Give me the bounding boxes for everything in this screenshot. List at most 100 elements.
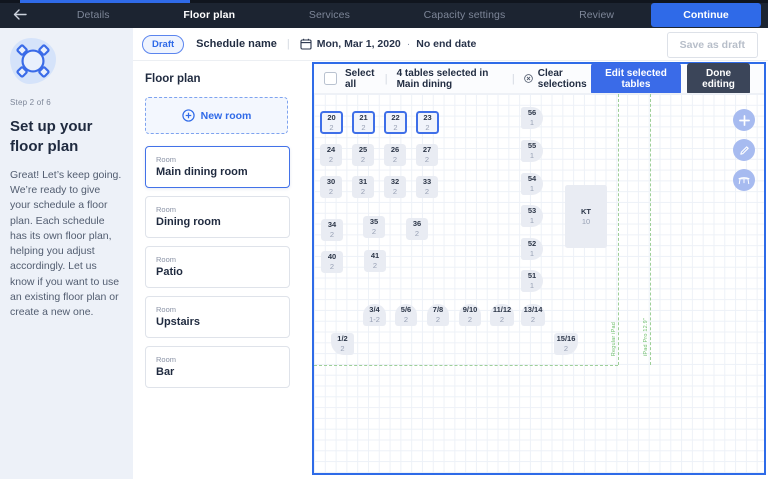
continue-button[interactable]: Continue xyxy=(651,3,761,27)
table-55[interactable]: 55 1 xyxy=(521,140,543,162)
device-guide-line xyxy=(618,94,619,365)
room-tag: Room xyxy=(156,255,177,264)
table-52[interactable]: 52 1 xyxy=(521,238,543,260)
table-30[interactable]: 30 2 xyxy=(320,176,342,198)
table-23[interactable]: 23 2 xyxy=(416,111,439,134)
room-card-dining-room[interactable]: Room Dining room xyxy=(145,196,290,238)
page-title: Set up your floor plan xyxy=(10,118,93,155)
table-number: 23 xyxy=(423,112,432,122)
room-name: Main dining room xyxy=(156,166,248,178)
dot-separator: · xyxy=(406,38,411,50)
table-27[interactable]: 27 2 xyxy=(416,144,438,166)
table-seats: 2 xyxy=(371,227,377,236)
room-name: Bar xyxy=(156,366,175,378)
pencil-icon xyxy=(739,145,749,155)
table-54[interactable]: 54 1 xyxy=(521,173,543,195)
table-40[interactable]: 40 2 xyxy=(321,251,343,273)
table-seats: 2 xyxy=(392,155,398,164)
nav-step-details[interactable]: Details xyxy=(76,9,110,21)
table-25[interactable]: 25 2 xyxy=(352,144,374,166)
room-list: Room Main dining room Room Dining room R… xyxy=(145,146,301,388)
table-3-4[interactable]: 3/4 1-2 xyxy=(363,304,386,326)
device-guide-line xyxy=(650,94,651,365)
table-51[interactable]: 51 1 xyxy=(521,270,543,292)
select-all-label[interactable]: Select all xyxy=(345,67,375,90)
table-number: 56 xyxy=(527,108,537,118)
room-card-main-dining-room[interactable]: Room Main dining room xyxy=(145,146,290,188)
table-seats: 2 xyxy=(393,122,398,132)
table-41[interactable]: 41 2 xyxy=(364,250,386,272)
done-editing-button[interactable]: Done editing xyxy=(687,62,750,95)
room-tag: Room xyxy=(156,205,177,214)
table-1-2[interactable]: 1/2 2 xyxy=(331,333,354,355)
table-seats: 2 xyxy=(424,187,430,196)
table-21[interactable]: 21 2 xyxy=(352,111,375,134)
table-KT[interactable]: KT 10 xyxy=(565,185,607,248)
table-icon xyxy=(738,176,750,184)
clear-selections-label: Clear selections xyxy=(537,67,587,90)
table-9-10[interactable]: 9/10 2 xyxy=(459,304,481,326)
table-5-6[interactable]: 5/6 2 xyxy=(395,304,417,326)
table-15-16[interactable]: 15/16 2 xyxy=(554,333,578,355)
start-date[interactable]: Mon, Mar 1, 2020 xyxy=(316,38,401,50)
room-tag: Room xyxy=(156,355,177,364)
table-number: 3/4 xyxy=(369,305,380,315)
progress-bar xyxy=(20,0,190,3)
table-with-chairs-icon xyxy=(10,38,56,84)
table-31[interactable]: 31 2 xyxy=(352,176,374,198)
table-seats: 2 xyxy=(392,187,398,196)
save-as-draft-button[interactable]: Save as draft xyxy=(666,32,758,58)
table-11-12[interactable]: 11/12 2 xyxy=(490,304,514,326)
table-20[interactable]: 20 2 xyxy=(320,111,343,134)
room-card-patio[interactable]: Room Patio xyxy=(145,246,290,288)
table-36[interactable]: 36 2 xyxy=(406,218,428,240)
table-53[interactable]: 53 1 xyxy=(521,205,543,227)
room-tag: Room xyxy=(156,305,177,314)
table-number: 54 xyxy=(527,174,537,184)
table-seats: 2 xyxy=(414,229,420,238)
table-seats: 1 xyxy=(529,216,535,225)
top-nav: Details Floor plan Services Capacity settin… xyxy=(0,0,768,28)
rooms-panel-title: Floor plan xyxy=(145,73,201,85)
nav-step-review[interactable]: Review xyxy=(579,9,615,21)
calendar-icon xyxy=(300,38,312,50)
divider: | xyxy=(511,72,515,85)
back-arrow-icon[interactable] xyxy=(0,6,40,23)
room-card-bar[interactable]: Room Bar xyxy=(145,346,290,388)
table-26[interactable]: 26 2 xyxy=(384,144,406,166)
table-seats: 2 xyxy=(424,155,430,164)
nav-step-floor-plan[interactable]: Floor plan xyxy=(183,9,236,21)
zoom-in-button[interactable] xyxy=(733,109,755,131)
table-number: 40 xyxy=(327,252,337,262)
clear-selections-button[interactable]: Clear selections xyxy=(524,68,591,90)
divider: | xyxy=(384,72,388,85)
step-indicator: Step 2 of 6 xyxy=(10,98,51,107)
table-number: 13/14 xyxy=(523,305,543,315)
new-room-button[interactable]: New room xyxy=(145,97,288,134)
floor-plan-grid[interactable]: 20 2 21 2 22 2 23 2 24 2 25 2 26 2 27 2 30 2 31 2 32 2 33 2 34 2 3… xyxy=(314,93,764,473)
nav-steps: Details Floor plan Services Capacity settin… xyxy=(40,7,651,21)
nav-step-services[interactable]: Services xyxy=(308,9,350,21)
edit-room-button[interactable] xyxy=(733,139,755,161)
table-24[interactable]: 24 2 xyxy=(320,144,342,166)
edit-selected-tables-button[interactable]: Edit selected tables xyxy=(590,62,682,95)
table-22[interactable]: 22 2 xyxy=(384,111,407,134)
table-56[interactable]: 56 1 xyxy=(521,107,543,129)
table-13-14[interactable]: 13/14 2 xyxy=(521,304,545,326)
schedule-name: Schedule name xyxy=(196,38,277,50)
table-33[interactable]: 33 2 xyxy=(416,176,438,198)
add-table-button[interactable] xyxy=(733,169,755,191)
table-seats: 2 xyxy=(329,262,335,271)
table-34[interactable]: 34 2 xyxy=(321,219,343,241)
room-card-upstairs[interactable]: Room Upstairs xyxy=(145,296,290,338)
end-date[interactable]: No end date xyxy=(416,38,477,50)
table-number: 22 xyxy=(391,112,400,122)
table-32[interactable]: 32 2 xyxy=(384,176,406,198)
device-guide-label: iPad Pro 12.9" xyxy=(643,318,649,357)
table-35[interactable]: 35 2 xyxy=(363,216,385,238)
nav-step-capacity-settings[interactable]: Capacity settings xyxy=(423,9,506,21)
table-seats: 2 xyxy=(530,315,536,324)
select-all-checkbox[interactable] xyxy=(324,72,337,85)
device-guide-line xyxy=(314,365,618,366)
table-7-8[interactable]: 7/8 2 xyxy=(427,304,449,326)
